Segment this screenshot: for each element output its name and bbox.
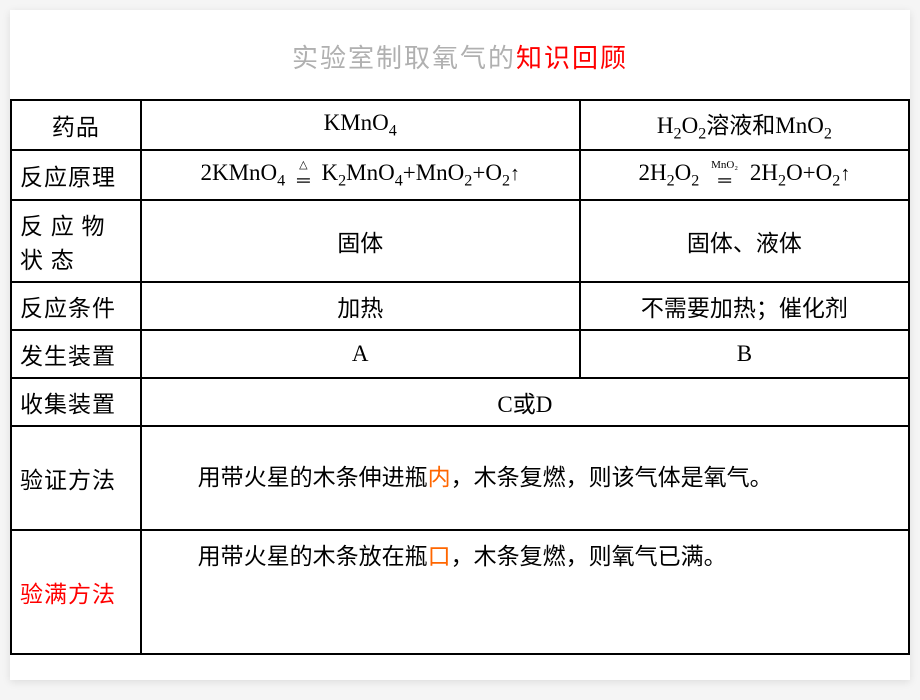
row-collector: 收集装置 C或D	[11, 378, 909, 426]
eq1-up-arrow-icon: ↑	[510, 163, 520, 185]
header-generator: 发生装置	[11, 330, 141, 378]
cell-state-2: 固体、液体	[580, 200, 909, 282]
eq1-rhs-b: MnO	[346, 160, 395, 185]
slide-container: 实验室制取氧气的知识回顾 药品 KMnO4 H2O2溶液和MnO2 反应原理 2…	[10, 10, 910, 680]
eq2-rhs-as: 2	[778, 172, 786, 189]
header-reagent: 药品	[11, 100, 141, 150]
eq1-rhs-d: +O	[472, 160, 502, 185]
header-state: 反 应 物 状 态	[11, 200, 141, 282]
r2s3: 2	[824, 126, 832, 143]
eq1-lhs-a: 2KMnO	[200, 160, 277, 185]
eq2-cond-eq: ═	[718, 171, 731, 189]
header-fullcheck: 验满方法	[11, 530, 141, 654]
eq1-lhs-as: 4	[277, 172, 285, 189]
eq1-cond-icon: △ ═	[297, 160, 310, 189]
row-generator: 发生装置 A B	[11, 330, 909, 378]
cell-eq2: 2H2O2 MnO₂ ═ 2H2O+O2↑	[580, 150, 909, 200]
eq2-up-arrow-icon: ↑	[840, 163, 850, 185]
title-red-text: 知识回顾	[516, 44, 628, 73]
header-condition: 反应条件	[11, 282, 141, 330]
r2p2: O	[682, 113, 699, 138]
title-gray-text: 实验室制取氧气的	[292, 44, 516, 73]
comparison-table: 药品 KMnO4 H2O2溶液和MnO2 反应原理 2KMnO4 △ ═ K2M…	[10, 99, 910, 655]
verify-p2: ，木条复燃，则该气体是氧气。	[451, 465, 773, 490]
row-condition: 反应条件 加热 不需要加热；催化剂	[11, 282, 909, 330]
cell-fullcheck-merged: 用带火星的木条放在瓶口，木条复燃，则氧气已满。	[141, 530, 909, 654]
cell-reagent-1: KMnO4	[141, 100, 580, 150]
r2p1: H	[657, 113, 674, 138]
eq1-cond-eq: ═	[297, 171, 310, 189]
cell-reagent-2: H2O2溶液和MnO2	[580, 100, 909, 150]
cell-gen-1: A	[141, 330, 580, 378]
row-verify: 验证方法 用带火星的木条伸进瓶内，木条复燃，则该气体是氧气。	[11, 426, 909, 530]
header-principle: 反应原理	[11, 150, 141, 200]
verify-key: 内	[428, 465, 451, 490]
row-reagent: 药品 KMnO4 H2O2溶液和MnO2	[11, 100, 909, 150]
eq2-rhs-b: O+O	[786, 160, 832, 185]
row-principle: 反应原理 2KMnO4 △ ═ K2MnO4+MnO2+O2↑ 2H2O2 Mn…	[11, 150, 909, 200]
cell-state-1: 固体	[141, 200, 580, 282]
eq1-rhs-a: K	[321, 160, 338, 185]
verify-p1: 用带火星的木条伸进瓶	[198, 465, 428, 490]
eq1-rhs-bs: 4	[395, 172, 403, 189]
r2s1: 2	[674, 126, 682, 143]
eq1-rhs-as: 2	[338, 172, 346, 189]
cell-collector-merged: C或D	[141, 378, 909, 426]
eq2-lhs-b: O	[675, 160, 692, 185]
eq2-cond-icon: MnO₂ ═	[711, 160, 738, 189]
full-p1: 用带火星的木条放在瓶	[198, 544, 428, 569]
cell-gen-2: B	[580, 330, 909, 378]
r2p3: 溶液和MnO	[706, 113, 824, 138]
reagent1-sub: 4	[389, 122, 397, 139]
slide-title: 实验室制取氧气的知识回顾	[10, 10, 910, 99]
eq2-rhs-a: 2H	[750, 160, 778, 185]
eq1-rhs-ds: 2	[502, 172, 510, 189]
eq2-lhs-bs: 2	[691, 172, 699, 189]
cell-eq1: 2KMnO4 △ ═ K2MnO4+MnO2+O2↑	[141, 150, 580, 200]
cell-cond-1: 加热	[141, 282, 580, 330]
header-collector: 收集装置	[11, 378, 141, 426]
cell-verify-merged: 用带火星的木条伸进瓶内，木条复燃，则该气体是氧气。	[141, 426, 909, 530]
row-fullcheck: 验满方法 用带火星的木条放在瓶口，木条复燃，则氧气已满。	[11, 530, 909, 654]
row-state: 反 应 物 状 态 固体 固体、液体	[11, 200, 909, 282]
full-key: 口	[428, 544, 451, 569]
reagent1-text: KMnO	[324, 110, 389, 135]
eq2-lhs-a: 2H	[638, 160, 666, 185]
eq2-lhs-as: 2	[667, 172, 675, 189]
cell-cond-2: 不需要加热；催化剂	[580, 282, 909, 330]
full-p2: ，木条复燃，则氧气已满。	[451, 544, 727, 569]
eq1-rhs-c: +MnO	[403, 160, 465, 185]
fullcheck-label: 验满方法	[20, 582, 116, 607]
header-verify: 验证方法	[11, 426, 141, 530]
